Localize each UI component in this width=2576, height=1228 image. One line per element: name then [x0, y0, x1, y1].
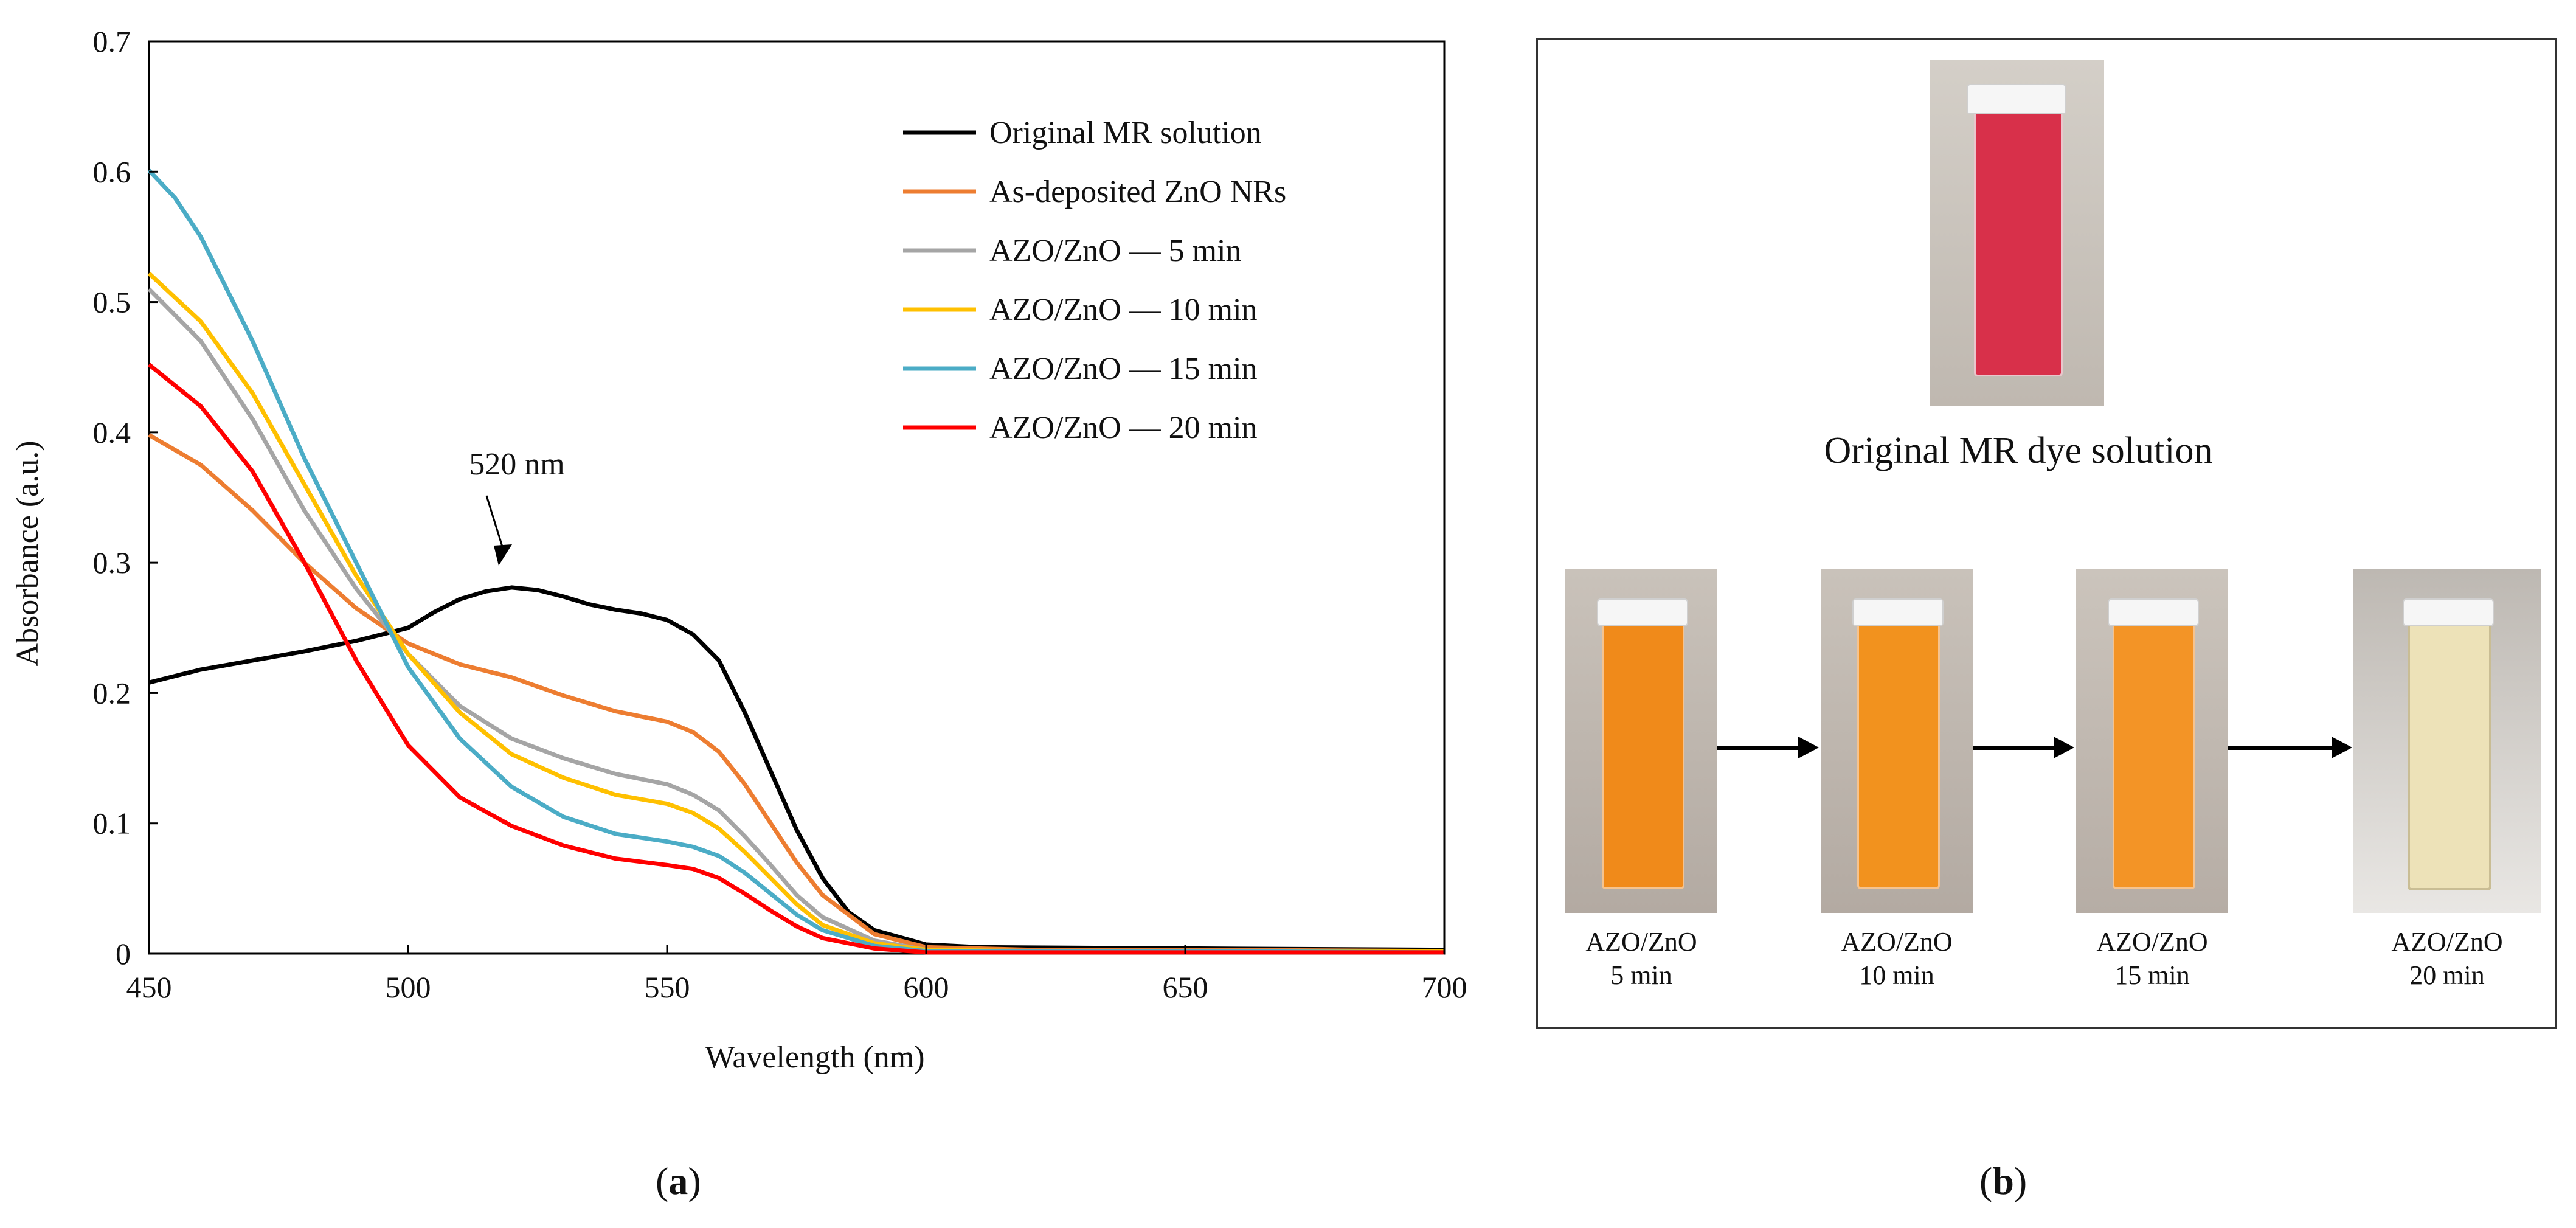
original-cuvette [1974, 102, 2063, 376]
arrow-1-head [1798, 737, 1819, 758]
legend-label-0: Original MR solution [989, 116, 1262, 150]
original-caption: Original MR dye solution [1824, 430, 2213, 471]
legend-label-3: AZO/ZnO — 10 min [989, 293, 1258, 327]
sample-caption-15min: AZO/ZnO 15 min [2096, 927, 2208, 990]
y-tick-label: 0.7 [93, 24, 131, 58]
series-line-1 [148, 433, 1445, 954]
original-cap [1967, 84, 2066, 114]
arrow-2 [1973, 746, 2055, 750]
legend-label-5: AZO/ZnO — 20 min [989, 411, 1258, 445]
original-photo [1930, 60, 2104, 406]
panel-label-a: (a) [656, 1159, 701, 1202]
x-tick-label: 600 [904, 970, 949, 1004]
x-tick-label: 450 [126, 970, 172, 1004]
panel-label-b: (b) [1979, 1159, 2027, 1202]
y-axis-label: Absorbance (a.u.) [10, 440, 45, 666]
y-tick-label: 0.6 [93, 154, 131, 189]
y-tick-label: 0 [116, 937, 131, 971]
ticks-layer: 450 500 550 600 650 700 0 0.1 0.2 0.3 0.4 0.5 0.6 0.7 [93, 24, 1467, 1004]
legend-label-2: AZO/ZnO — 5 min [989, 234, 1242, 268]
sample-caption-10min: AZO/ZnO 10 min [1841, 927, 1953, 990]
series-line-5 [147, 363, 1444, 955]
peak-annotation-arrowhead [494, 544, 512, 566]
sample-caption-5min: AZO/ZnO 5 min [1585, 927, 1697, 990]
axes-layer [148, 40, 1446, 955]
sample-photo-10min [1821, 569, 1973, 913]
arrow-3 [2228, 746, 2333, 750]
sample-photo-15min [2076, 569, 2228, 913]
arrow-2-head [2054, 737, 2074, 758]
series-line-2 [147, 287, 1444, 954]
cap-20min [2403, 598, 2494, 626]
cap-5min [1597, 598, 1688, 626]
peak-annotation: 520 nm [469, 447, 565, 566]
x-tick-label: 700 [1422, 970, 1467, 1004]
x-tick-label: 550 [645, 970, 690, 1004]
y-tick-label: 0.3 [93, 546, 131, 580]
sample-photo-5min [1565, 569, 1717, 913]
y-tick-label: 0.4 [93, 415, 131, 449]
x-tick-label: 500 [386, 970, 431, 1004]
peak-annotation-arrow [485, 495, 505, 551]
x-tick-label: 650 [1163, 970, 1208, 1004]
plot-frame [148, 40, 1446, 955]
y-tick-label: 0.5 [93, 285, 131, 319]
y-tick-label: 0.2 [93, 676, 131, 710]
sample-photo-20min [2353, 569, 2541, 913]
cap-10min [1852, 598, 1944, 626]
series-line-0 [148, 585, 1445, 952]
peak-annotation-label: 520 nm [469, 447, 564, 482]
cap-15min [2108, 598, 2199, 626]
sample-caption-20min: AZO/ZnO 20 min [2391, 927, 2503, 990]
y-tick-label: 0.1 [93, 807, 131, 841]
cuvette-15min [2113, 615, 2195, 889]
absorbance-chart: 450 500 550 600 650 700 0 0.1 0.2 0.3 0.4 0.5 0.6 0.7… [10, 24, 1467, 1075]
cuvette-5min [1602, 615, 1684, 889]
legend-layer: Original MR solution As-deposited ZnO NRs… [903, 116, 1286, 445]
photo-panel: Original MR dye solution AZO/ZnO 5 min AZ… [1536, 38, 2557, 1029]
cuvette-10min [1857, 615, 1940, 889]
arrow-1 [1717, 746, 1799, 750]
arrow-3-head [2332, 737, 2352, 758]
x-axis-label: Wavelength (nm) [705, 1040, 924, 1075]
legend-label-4: AZO/ZnO — 15 min [989, 352, 1258, 386]
series-line-4 [147, 168, 1445, 955]
series-layer [147, 168, 1445, 955]
legend-label-1: As-deposited ZnO NRs [989, 175, 1286, 209]
cuvette-20min [2408, 615, 2491, 890]
